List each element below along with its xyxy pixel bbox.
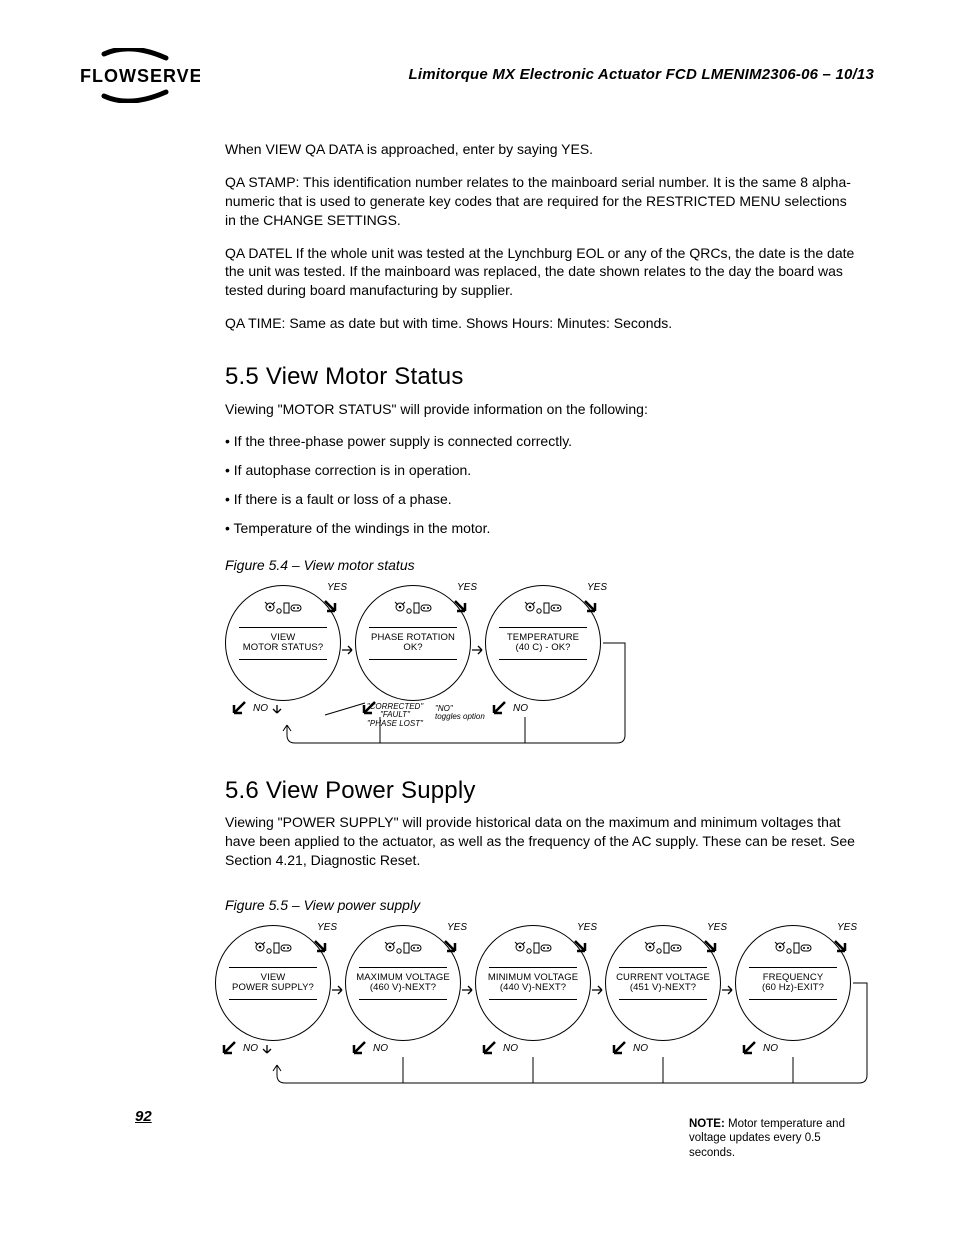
list-item: • If the three-phase power supply is con… <box>225 432 859 451</box>
figure-5-5-diagram: VIEWPOWER SUPPLY? YES NO MAXIMUM VOLTAGE… <box>215 925 875 1095</box>
figure-caption: Figure 5.4 – View motor status <box>225 556 859 575</box>
document-title: Limitorque MX Electronic Actuator FCD LM… <box>408 66 874 83</box>
note: NOTE: Motor temperature and voltage upda… <box>689 1117 864 1160</box>
logo-text: FLOWSERVE <box>80 66 200 86</box>
section-heading: 5.5 View Motor Status <box>225 361 859 393</box>
page-number: 92 <box>135 1108 152 1125</box>
figure-caption: Figure 5.5 – View power supply <box>225 896 859 915</box>
paragraph: Viewing "MOTOR STATUS" will provide info… <box>225 400 859 419</box>
figure-5-4-diagram: VIEWMOTOR STATUS? YES NO PHASE ROTATIONO… <box>225 585 859 755</box>
page-header: FLOWSERVE Limitorque MX Electronic Actua… <box>80 48 874 108</box>
list-item: • If there is a fault or loss of a phase… <box>225 490 859 509</box>
paragraph: Viewing "POWER SUPPLY" will provide hist… <box>225 813 859 870</box>
feedback-line <box>215 925 875 1095</box>
section-heading: 5.6 View Power Supply <box>225 775 859 807</box>
flowserve-logo: FLOWSERVE <box>80 48 200 108</box>
feedback-line <box>225 585 645 755</box>
paragraph: When VIEW QA DATA is approached, enter b… <box>225 140 859 159</box>
paragraph: QA DATEL If the whole unit was tested at… <box>225 244 859 301</box>
page: FLOWSERVE Limitorque MX Electronic Actua… <box>0 0 954 1235</box>
note-label: NOTE: <box>689 1118 725 1130</box>
page-content: When VIEW QA DATA is approached, enter b… <box>225 140 859 1105</box>
paragraph: QA STAMP: This identification number rel… <box>225 173 859 230</box>
paragraph: QA TIME: Same as date but with time. Sho… <box>225 314 859 333</box>
list-item: • Temperature of the windings in the mot… <box>225 519 859 538</box>
list-item: • If autophase correction is in operatio… <box>225 461 859 480</box>
